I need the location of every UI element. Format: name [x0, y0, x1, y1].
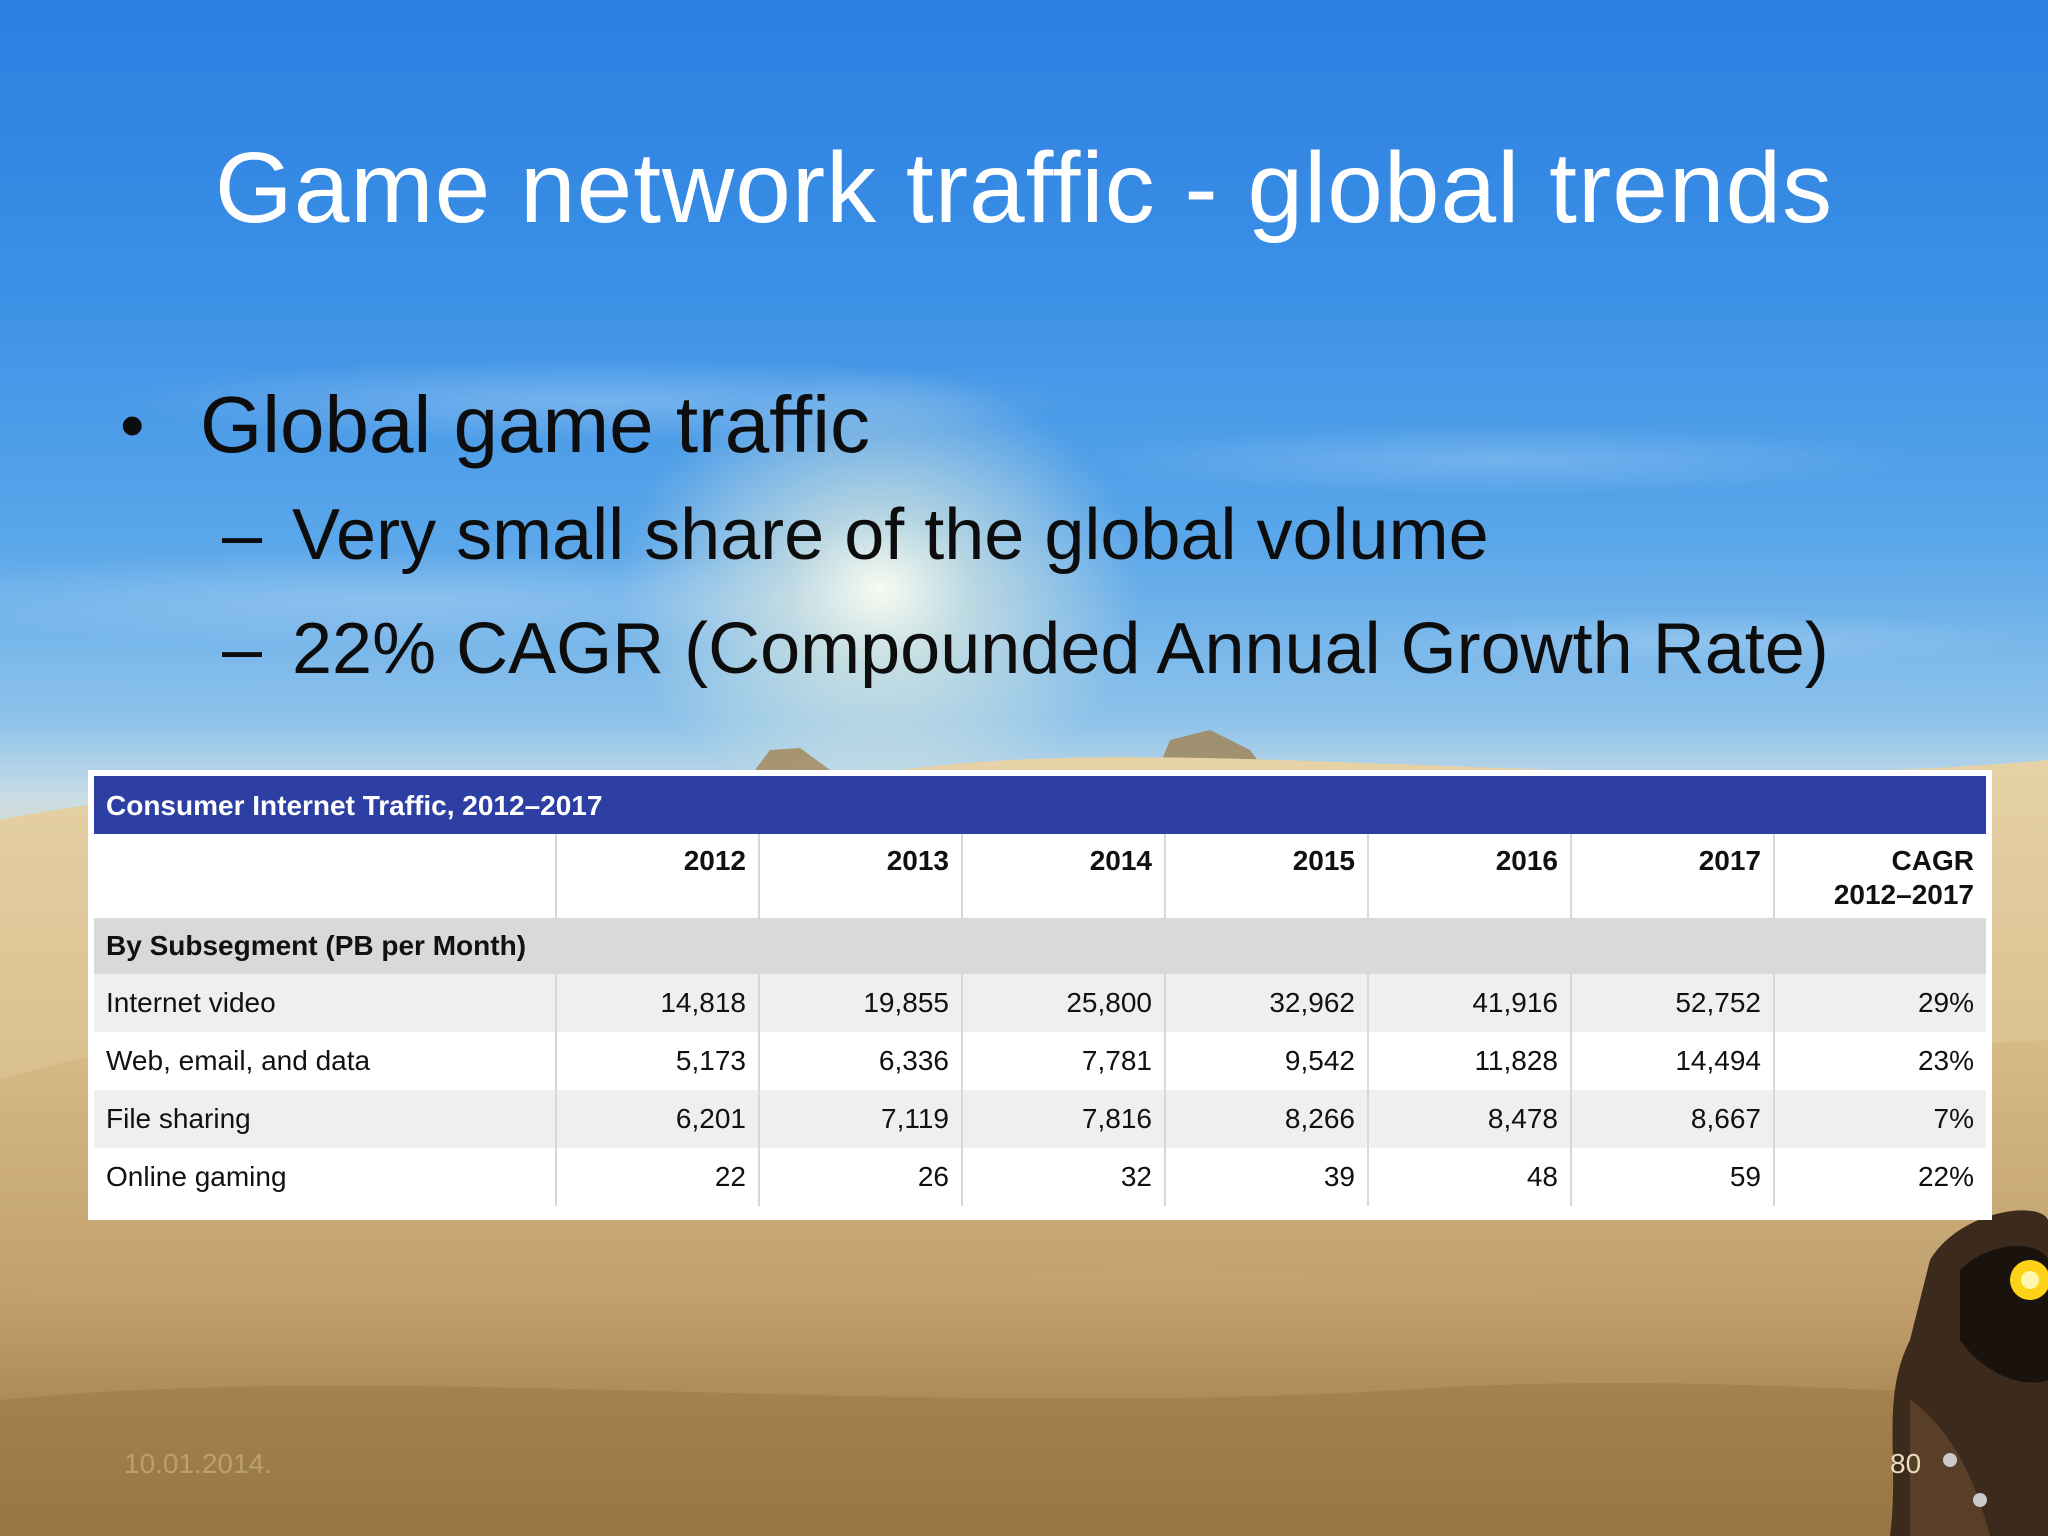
sky-clouds — [0, 240, 2048, 720]
cell-value: 48 — [1367, 1148, 1571, 1206]
cell-value: 8,667 — [1570, 1090, 1774, 1148]
table-header-row: 2012 2013 2014 2015 2016 2017 CAGR 2012–… — [94, 834, 1986, 918]
header-cell-cagr: CAGR 2012–2017 — [1773, 834, 1986, 918]
hooded-creature-illustration — [1890, 1210, 2048, 1536]
bullet-item-level1: • Global game traffic — [120, 375, 2000, 485]
cell-value: 29% — [1773, 974, 1986, 1032]
slide-title: Game network traffic - global trends — [214, 132, 1834, 244]
cell-value: 8,478 — [1367, 1090, 1571, 1148]
cell-value: 32,962 — [1164, 974, 1368, 1032]
cell-value: 26 — [758, 1148, 962, 1206]
table-row: File sharing 6,201 7,119 7,816 8,266 8,4… — [94, 1090, 1986, 1148]
cell-value: 7,781 — [961, 1032, 1165, 1090]
cell-value: 8,266 — [1164, 1090, 1368, 1148]
header-cell-2016: 2016 — [1367, 834, 1571, 918]
cell-value: 6,336 — [758, 1032, 962, 1090]
cell-value: 11,828 — [1367, 1032, 1571, 1090]
table-row: Web, email, and data 5,173 6,336 7,781 9… — [94, 1032, 1986, 1090]
row-label: Internet video — [94, 974, 556, 1032]
bullet-text: Very small share of the global volume — [292, 495, 1489, 575]
cell-value: 41,916 — [1367, 974, 1571, 1032]
bullet-text: 22% CAGR (Compounded Annual Growth Rate) — [292, 609, 1829, 689]
cell-value: 52,752 — [1570, 974, 1774, 1032]
cagr-header-line1: CAGR — [1891, 845, 1974, 876]
header-cell-2012: 2012 — [555, 834, 759, 918]
cell-value: 25,800 — [961, 974, 1165, 1032]
table-row: Online gaming 22 26 32 39 48 59 22% — [94, 1148, 1986, 1206]
cell-value: 39 — [1164, 1148, 1368, 1206]
header-cell-2013: 2013 — [758, 834, 962, 918]
cell-value: 6,201 — [555, 1090, 759, 1148]
header-cell-2014: 2014 — [961, 834, 1165, 918]
cell-value: 32 — [961, 1148, 1165, 1206]
table-row: Internet video 14,818 19,855 25,800 32,9… — [94, 974, 1986, 1032]
cell-value: 22 — [555, 1148, 759, 1206]
bullet-marker: – — [222, 609, 263, 689]
table-title: Consumer Internet Traffic, 2012–2017 — [94, 776, 1986, 834]
cell-value: 23% — [1773, 1032, 1986, 1090]
cagr-header-line2: 2012–2017 — [1833, 879, 1974, 910]
cell-value: 22% — [1773, 1148, 1986, 1206]
cell-value: 14,818 — [555, 974, 759, 1032]
row-label: File sharing — [94, 1090, 556, 1148]
footer-date: 10.01.2014. — [124, 1448, 272, 1479]
cell-value: 7,816 — [961, 1090, 1165, 1148]
bullet-item-level2: – Very small share of the global volume — [120, 485, 2000, 599]
bullet-marker: • — [120, 386, 145, 464]
cell-value: 7% — [1773, 1090, 1986, 1148]
cell-value: 5,173 — [555, 1032, 759, 1090]
cell-value: 59 — [1570, 1148, 1774, 1206]
traffic-table: 2012 2013 2014 2015 2016 2017 CAGR 2012–… — [94, 834, 1986, 1206]
traffic-table-panel: Consumer Internet Traffic, 2012–2017 201… — [88, 770, 1992, 1220]
cell-value: 14,494 — [1570, 1032, 1774, 1090]
row-label: Online gaming — [94, 1148, 556, 1206]
cell-value: 9,542 — [1164, 1032, 1368, 1090]
cell-value: 19,855 — [758, 974, 962, 1032]
bullet-marker: – — [222, 495, 263, 575]
section-row: By Subsegment (PB per Month) — [94, 918, 1986, 974]
bullet-item-level2: – 22% CAGR (Compounded Annual Growth Rat… — [120, 599, 2000, 713]
cell-value: 7,119 — [758, 1090, 962, 1148]
bullet-list: • Global game traffic – Very small share… — [120, 375, 2000, 713]
row-label: Web, email, and data — [94, 1032, 556, 1090]
header-cell-empty — [94, 834, 556, 918]
header-cell-2015: 2015 — [1164, 834, 1368, 918]
bullet-text: Global game traffic — [200, 380, 870, 469]
header-cell-2017: 2017 — [1570, 834, 1774, 918]
section-label: By Subsegment (PB per Month) — [94, 918, 1986, 974]
footer-page-number: 80 — [1890, 1448, 1922, 1479]
